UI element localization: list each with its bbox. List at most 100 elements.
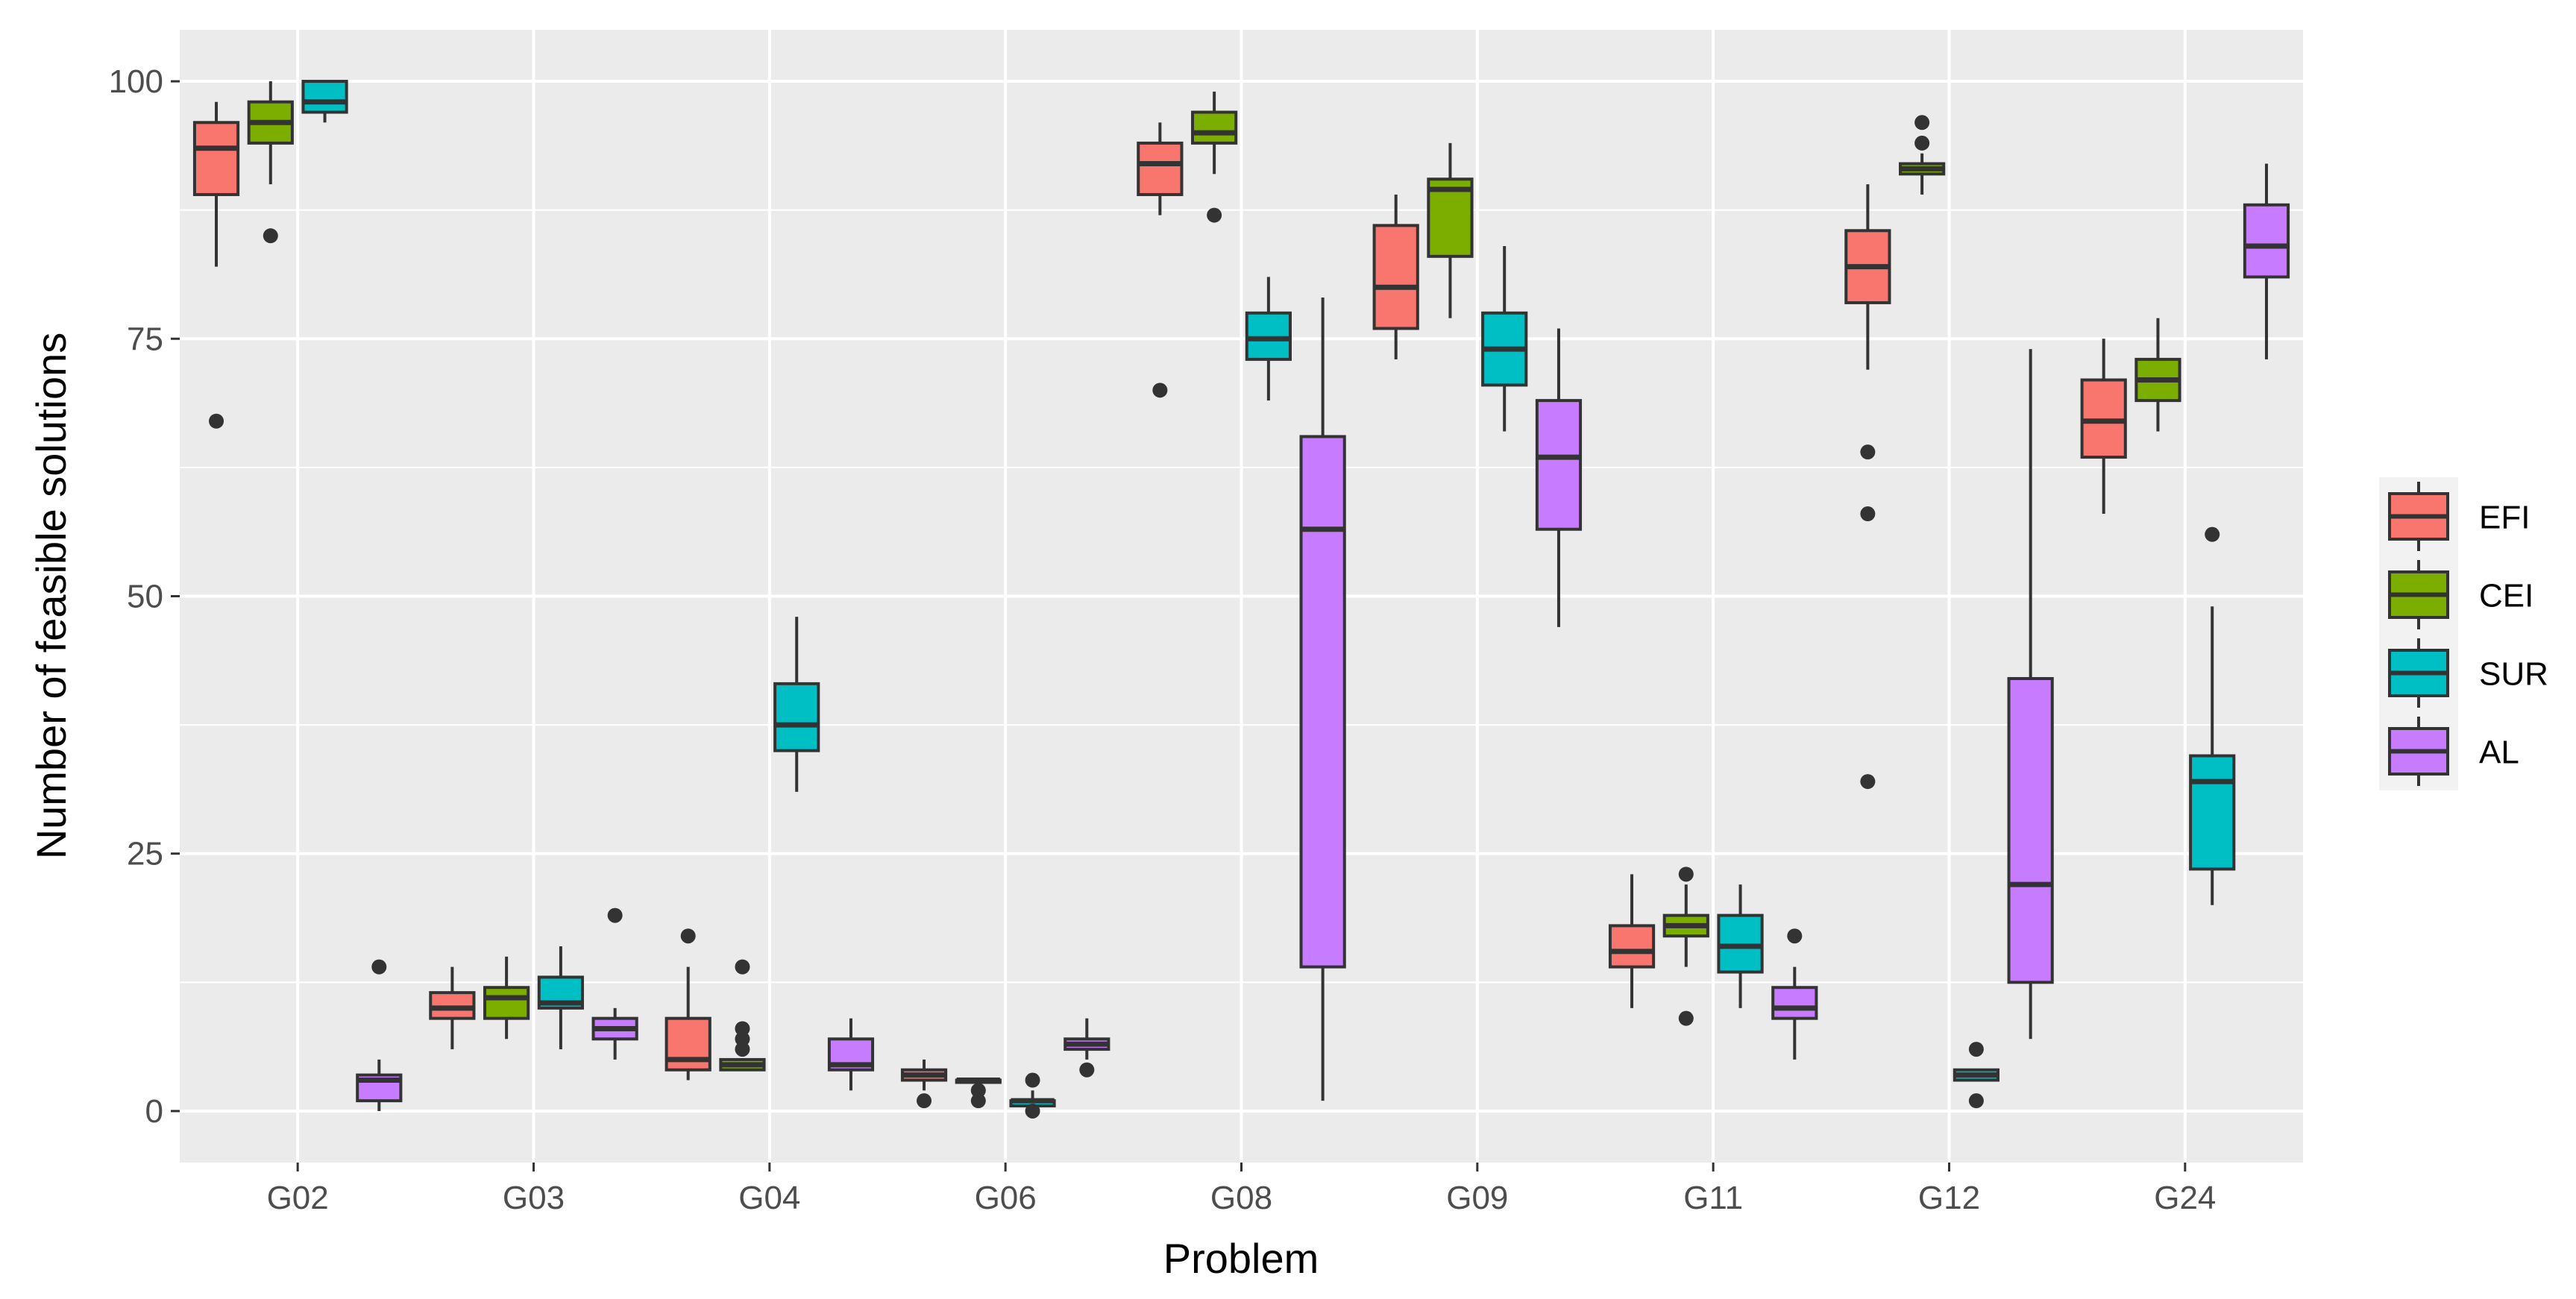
outlier-point [970,1093,986,1109]
boxplot-efi-g11 [1608,874,1656,1008]
outlier-point [735,1021,750,1037]
boxplot-efi-g08 [1137,122,1184,398]
y-axis-title: Number of feasible solutions [28,333,75,860]
outlier-point [1860,506,1876,522]
boxplot-efi-g24 [2080,339,2127,515]
box-iqr [2007,676,2054,984]
legend-entry-cei: CEI [2388,560,2533,629]
box-iqr [1299,435,1346,969]
boxplot-cei-g11 [1662,866,1709,1026]
box-iqr [1372,224,1419,330]
boxplot-al-g06 [1064,1018,1110,1078]
grid-major [180,30,2303,1163]
boxplot-cei-g08 [1191,91,1238,223]
boxplot-efi-g09 [1372,194,1419,359]
x-axis-title: Problem [1163,1235,1319,1282]
boxplot-efi-g06 [900,1059,948,1109]
outlier-point [735,1031,750,1047]
legend-label: AL [2479,735,2519,771]
boxplot-sur-g02 [301,80,348,123]
outlier-point [1152,383,1168,398]
boxplot-sur-g09 [1481,245,1528,432]
boxplot-al-g03 [591,908,638,1060]
box-iqr [1535,399,1583,531]
box-iqr [192,121,240,196]
y-tick-label: 50 [127,579,163,615]
y-axis: 0 25 50 75 100 [109,63,180,1130]
boxplot-al-g24 [2243,163,2290,359]
x-tick-label: G06 [975,1180,1037,1216]
outlier-point [1678,866,1694,882]
boxplot-sur-g24 [2189,526,2236,905]
boxplot-sur-g11 [1717,884,1764,1008]
box-iqr [773,682,820,752]
outlier-point [1968,1093,1984,1109]
boxplot-al-g12 [2007,349,2054,1039]
outlier-point [917,1093,932,1109]
x-tick-label: G03 [503,1180,565,1216]
box-iqr [301,80,348,114]
outlier-point [1860,444,1876,460]
y-tick-label: 75 [127,321,163,357]
boxplot-al-g08 [1299,298,1346,1101]
boxplot-cei-g06 [955,1078,1002,1109]
boxplot-sur-g06 [1009,1072,1056,1119]
outlier-point [1860,774,1876,790]
x-tick-label: G11 [1683,1180,1743,1216]
outlier-point [1787,928,1803,944]
box-iqr [1191,110,1238,145]
legend-entry-sur: SUR [2388,638,2548,708]
boxplot-cei-g24 [2134,318,2181,432]
legend-label: CEI [2479,578,2533,614]
boxplot-cei-g04 [719,959,766,1072]
box-iqr [1137,141,1184,196]
boxplot-al-g02 [356,959,403,1111]
boxplot-sur-g08 [1245,277,1292,401]
outlier-point [1968,1042,1984,1057]
box-iqr [483,986,530,1020]
outlier-point [1914,115,1930,130]
outlier-point [1678,1010,1694,1026]
legend-entry-efi: EFI [2388,482,2530,551]
x-tick-label: G12 [1918,1180,1980,1216]
outlier-point [735,1042,750,1057]
boxplot-sur-g04 [773,617,820,792]
outlier-point [263,228,278,244]
x-tick-label: G08 [1210,1180,1272,1216]
outlier-point [680,928,696,944]
y-tick-label: 0 [145,1093,163,1130]
x-tick-label: G02 [267,1180,329,1216]
outlier-point [607,908,623,923]
boxplot-al-g04 [827,1018,875,1091]
boxplot-sur-g12 [1953,1042,1999,1109]
boxplot-efi-g03 [429,966,476,1050]
boxplot-efi-g12 [1844,184,1891,790]
legend-label: EFI [2479,500,2530,536]
outlier-point [735,959,750,975]
outlier-point [970,1083,986,1098]
outlier-point [2205,526,2220,542]
outlier-point [1079,1062,1095,1078]
outlier-point [1025,1103,1040,1119]
box-iqr [1608,924,1656,969]
y-tick-label: 100 [109,63,163,100]
box-iqr [2189,754,2236,871]
boxplot-cei-g03 [483,956,530,1039]
boxplot-cei-g12 [1899,115,1946,195]
boxplot-al-g09 [1535,328,1583,627]
box-iqr [1771,986,1818,1020]
y-tick-label: 25 [127,836,163,872]
x-tick-label: G24 [2154,1180,2216,1216]
outlier-point [209,413,224,429]
legend-entry-al: AL [2388,717,2519,786]
x-tick-label: G04 [738,1180,800,1216]
x-tick-label: G09 [1446,1180,1508,1216]
boxplot-al-g11 [1771,928,1818,1060]
outlier-point [1207,207,1222,223]
legend: EFI CEI SUR AL [2379,477,2548,790]
boxplot-cei-g09 [1427,142,1474,318]
boxplot-sur-g03 [537,946,584,1050]
boxplot-efi-g02 [192,101,240,429]
